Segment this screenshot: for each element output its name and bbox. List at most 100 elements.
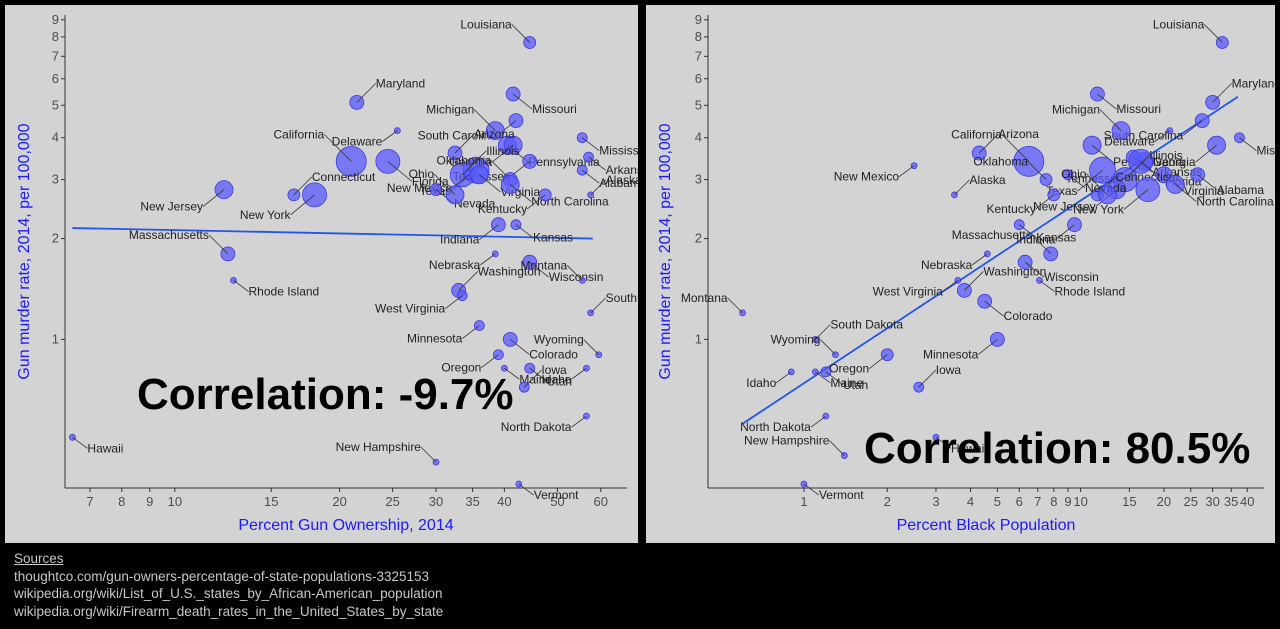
point-georgia — [503, 135, 523, 155]
label-leader — [1039, 280, 1055, 292]
source-line-3: wikipedia.org/wiki/Firearm_death_rates_i… — [14, 603, 444, 619]
x-tick-label: 20 — [332, 494, 346, 509]
label-leader — [233, 280, 249, 292]
label-leader — [1077, 169, 1103, 192]
label-oklahoma: Oklahoma — [437, 154, 492, 168]
label-leader — [803, 483, 820, 496]
label-minnesota: Minnesota — [923, 347, 979, 361]
label-new-york: New York — [240, 208, 292, 222]
label-nebraska: Nebraska — [429, 258, 481, 272]
label-massachusetts: Massachusetts — [129, 228, 209, 242]
label-leader — [1124, 155, 1150, 180]
source-line-1: thoughtco.com/gun-owners-percentage-of-s… — [14, 568, 430, 584]
trend-line — [72, 227, 593, 240]
label-leader — [829, 440, 845, 456]
x-tick-label: 40 — [497, 494, 511, 509]
label-indiana: Indiana — [440, 233, 480, 247]
label-ohio: Ohio — [409, 167, 435, 181]
y-tick-label: 7 — [52, 48, 59, 63]
point-indiana — [1067, 217, 1082, 233]
label-alaska: Alaska — [606, 173, 638, 187]
x-tick-label: 6 — [1016, 494, 1023, 509]
correlation-annotation: Correlation: 80.5% — [864, 424, 1250, 473]
gun-ownership-chart-panel: 1 2 3 4 5 6 7 8 9 7 8 9 10 15 20 25 30 35 40 50 60 Percent Gu… — [5, 5, 638, 543]
label-wyoming: Wyoming — [771, 333, 821, 347]
x-tick-label: 8 — [118, 494, 125, 509]
sources-block: Sources thoughtco.com/gun-owners-percent… — [14, 550, 443, 620]
label-arizona: Arizona — [474, 127, 515, 141]
label-montana: Montana — [681, 291, 728, 305]
x-tick-label: 60 — [594, 494, 608, 509]
label-washington: Washington — [983, 264, 1046, 278]
label-leader — [387, 161, 413, 182]
label-leader — [583, 339, 600, 355]
x-tick-label: 3 — [932, 494, 939, 509]
label-oregon: Oregon — [441, 361, 481, 375]
label-leader — [1203, 24, 1223, 43]
y-tick-label: 5 — [52, 97, 59, 112]
label-leader — [524, 369, 542, 388]
label-mississippi: Mississippi — [599, 144, 638, 158]
source-line-2: wikipedia.org/wiki/List_of_U.S._states_b… — [14, 586, 443, 601]
label-idaho: Idaho — [746, 376, 776, 390]
label-alaska: Alaska — [969, 173, 1005, 187]
label-leader — [1175, 184, 1197, 202]
y-tick-label: 1 — [52, 331, 59, 346]
label-colorado: Colorado — [1004, 309, 1053, 323]
x-tick-label: 40 — [1240, 494, 1254, 509]
label-leader — [1031, 234, 1052, 255]
y-tick-label: 2 — [695, 231, 702, 246]
label-leader — [820, 339, 836, 355]
x-tick-label: 9 — [146, 494, 153, 509]
label-leader — [1019, 224, 1037, 239]
label-california: California — [951, 127, 1002, 141]
label-leader — [581, 169, 600, 184]
label-leader — [458, 271, 478, 291]
label-leader — [1154, 130, 1171, 142]
label-leader — [356, 83, 377, 103]
point-delaware — [1166, 127, 1174, 135]
point-vermont — [800, 480, 808, 488]
label-leader — [984, 300, 1004, 317]
label-hawaii: Hawaii — [87, 441, 123, 455]
label-south-dakota: South Dakota — [606, 291, 638, 305]
point-texas — [1089, 156, 1116, 184]
label-illinois: Illinois — [486, 144, 519, 158]
label-michigan: Michigan — [1052, 103, 1100, 117]
label-california: California — [274, 127, 325, 141]
label-colorado: Colorado — [529, 347, 578, 361]
label-leader — [1027, 161, 1047, 180]
label-ohio: Ohio — [1061, 167, 1087, 181]
label-leader — [868, 354, 888, 370]
label-leader — [898, 165, 915, 178]
label-leader — [978, 339, 998, 355]
label-idaho: Idaho — [541, 372, 571, 386]
label-leader — [518, 483, 535, 496]
label-leader — [1035, 194, 1055, 210]
label-mississippi: Mississippi — [1256, 144, 1275, 158]
label-leader — [382, 130, 398, 142]
x-tick-label: 15 — [264, 494, 278, 509]
label-south-dakota: South Dakota — [830, 317, 903, 331]
label-michigan: Michigan — [426, 103, 474, 117]
x-tick-label: 2 — [884, 494, 891, 509]
label-maine: Maine — [830, 376, 863, 390]
label-leader — [474, 109, 496, 131]
label-leader — [509, 184, 532, 202]
correlation-annotation: Correlation: -9.7% — [137, 370, 514, 419]
y-tick-label: 9 — [52, 12, 59, 27]
label-leader — [510, 339, 530, 355]
y-tick-label: 3 — [695, 172, 702, 187]
label-new-york: New York — [1073, 203, 1125, 217]
x-tick-label: 1 — [800, 494, 807, 509]
label-leader — [480, 253, 496, 266]
label-illinois: Illinois — [1149, 149, 1182, 163]
label-leader — [1099, 109, 1122, 131]
x-tick-label: 10 — [1073, 494, 1087, 509]
label-leader — [208, 234, 229, 255]
label-leader — [727, 297, 743, 314]
label-leader — [526, 194, 546, 210]
label-leader — [512, 93, 533, 110]
x-tick-label: 30 — [1205, 494, 1219, 509]
x-tick-label: 4 — [967, 494, 974, 509]
